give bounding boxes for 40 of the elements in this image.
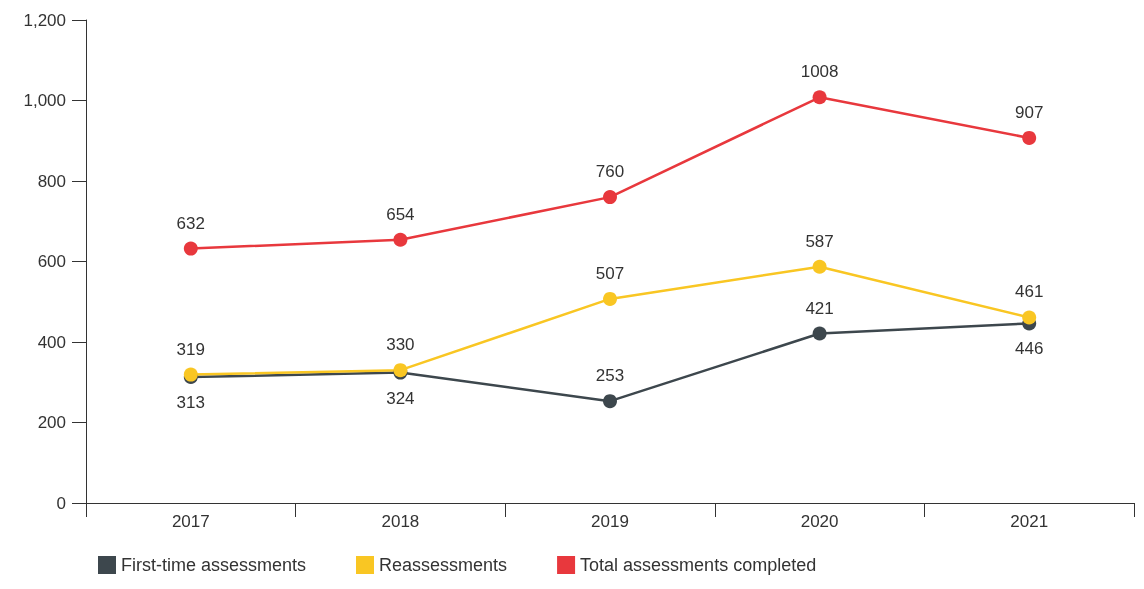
legend-label: Reassessments <box>379 555 508 575</box>
y-tick-label: 400 <box>37 332 66 352</box>
data-label: 1008 <box>800 62 839 82</box>
data-label: 330 <box>386 335 415 355</box>
data-label: 507 <box>595 263 625 283</box>
data-label: 461 <box>1015 282 1044 302</box>
data-label: 632 <box>176 213 205 233</box>
point <box>603 394 617 409</box>
y-tick-label: 1,000 <box>23 91 66 110</box>
x-tick-label: 2017 <box>171 512 210 531</box>
point <box>812 90 827 105</box>
y-tick-label: 800 <box>37 171 66 191</box>
point <box>603 190 617 205</box>
data-label: 253 <box>595 366 625 386</box>
point <box>393 232 408 247</box>
point <box>812 326 827 341</box>
point <box>603 291 617 306</box>
y-tick-label: 200 <box>37 413 66 432</box>
y-tick-label: 600 <box>37 252 66 271</box>
y-tick-label: 0 <box>56 493 66 513</box>
x-tick-label: 2021 <box>1010 512 1049 531</box>
x-tick-label: 2020 <box>800 512 839 531</box>
point <box>1022 130 1037 145</box>
data-label: 324 <box>386 388 415 408</box>
x-tick-label: 2019 <box>591 512 629 531</box>
data-label: 421 <box>805 298 834 318</box>
data-label: 907 <box>1015 102 1044 122</box>
legend-label: First-time assessments <box>121 555 307 575</box>
legend-label: Total assessments completed <box>580 555 817 575</box>
data-label: 319 <box>176 339 205 359</box>
data-label: 313 <box>176 393 205 413</box>
y-tick-label: 1,200 <box>23 10 66 30</box>
point <box>183 241 198 256</box>
data-label: 587 <box>805 231 834 251</box>
data-label: 654 <box>386 204 415 224</box>
point <box>1022 310 1037 325</box>
data-label: 446 <box>1015 339 1044 359</box>
data-label: 760 <box>595 162 625 182</box>
x-tick-label: 2018 <box>381 512 420 531</box>
point <box>812 259 827 274</box>
